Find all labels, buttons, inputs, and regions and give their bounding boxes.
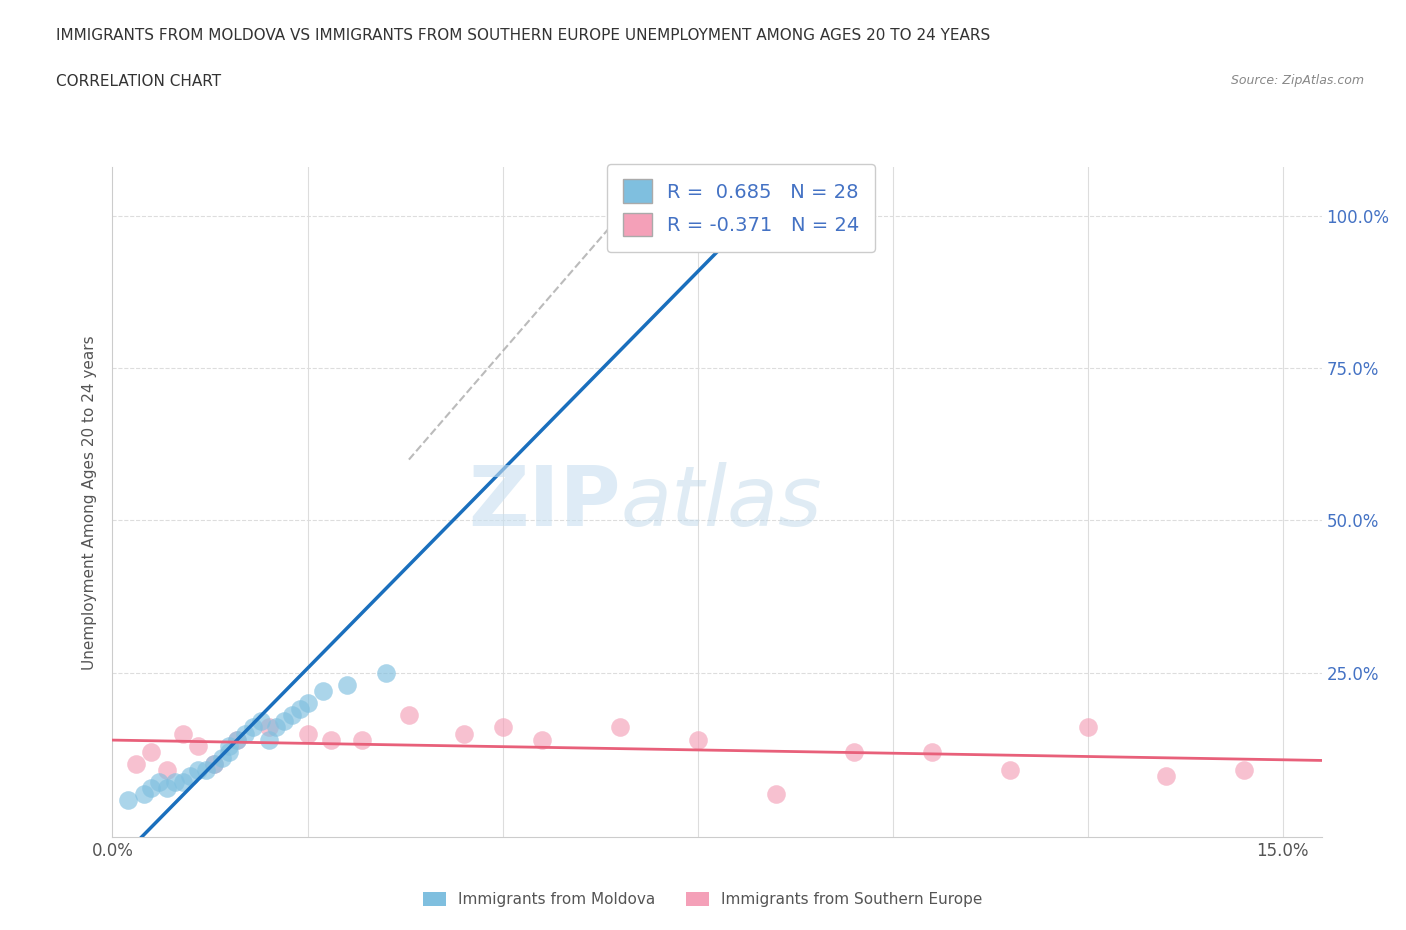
Point bbox=[257, 732, 280, 747]
Point bbox=[398, 708, 420, 723]
Point bbox=[609, 720, 631, 735]
Point bbox=[172, 775, 194, 790]
Point bbox=[132, 787, 155, 802]
Point bbox=[148, 775, 170, 790]
Point bbox=[141, 781, 163, 796]
Point bbox=[998, 763, 1021, 777]
Point bbox=[195, 763, 218, 777]
Point bbox=[335, 677, 357, 692]
Point bbox=[352, 732, 374, 747]
Point bbox=[1077, 720, 1099, 735]
Point bbox=[218, 738, 240, 753]
Point bbox=[921, 744, 943, 759]
Point bbox=[211, 751, 233, 765]
Point bbox=[530, 732, 553, 747]
Y-axis label: Unemployment Among Ages 20 to 24 years: Unemployment Among Ages 20 to 24 years bbox=[82, 335, 97, 670]
Point bbox=[163, 775, 186, 790]
Point bbox=[273, 714, 295, 729]
Point bbox=[1154, 769, 1177, 784]
Point bbox=[491, 720, 513, 735]
Point bbox=[374, 665, 396, 680]
Point bbox=[842, 744, 865, 759]
Point bbox=[686, 732, 709, 747]
Point bbox=[156, 763, 179, 777]
Point bbox=[242, 720, 264, 735]
Point bbox=[141, 744, 163, 759]
Point bbox=[179, 769, 201, 784]
Point bbox=[187, 763, 209, 777]
Point bbox=[249, 714, 271, 729]
Text: atlas: atlas bbox=[620, 461, 823, 543]
Point bbox=[156, 781, 179, 796]
Point bbox=[319, 732, 342, 747]
Point bbox=[281, 708, 304, 723]
Point bbox=[125, 756, 148, 771]
Text: CORRELATION CHART: CORRELATION CHART bbox=[56, 74, 221, 89]
Point bbox=[297, 726, 319, 741]
Point bbox=[218, 744, 240, 759]
Legend: Immigrants from Moldova, Immigrants from Southern Europe: Immigrants from Moldova, Immigrants from… bbox=[418, 885, 988, 913]
Legend: R =  0.685   N = 28, R = -0.371   N = 24: R = 0.685 N = 28, R = -0.371 N = 24 bbox=[607, 164, 876, 252]
Point bbox=[226, 732, 249, 747]
Point bbox=[453, 726, 475, 741]
Point bbox=[1233, 763, 1256, 777]
Point bbox=[202, 756, 225, 771]
Point bbox=[288, 702, 311, 717]
Point bbox=[117, 793, 139, 808]
Point bbox=[233, 726, 256, 741]
Point bbox=[266, 720, 288, 735]
Point bbox=[202, 756, 225, 771]
Point bbox=[609, 208, 631, 223]
Text: IMMIGRANTS FROM MOLDOVA VS IMMIGRANTS FROM SOUTHERN EUROPE UNEMPLOYMENT AMONG AG: IMMIGRANTS FROM MOLDOVA VS IMMIGRANTS FR… bbox=[56, 28, 990, 43]
Point bbox=[187, 738, 209, 753]
Text: Source: ZipAtlas.com: Source: ZipAtlas.com bbox=[1230, 74, 1364, 87]
Text: ZIP: ZIP bbox=[468, 461, 620, 543]
Point bbox=[297, 696, 319, 711]
Point bbox=[257, 720, 280, 735]
Point bbox=[226, 732, 249, 747]
Point bbox=[312, 684, 335, 698]
Point bbox=[172, 726, 194, 741]
Point bbox=[765, 787, 787, 802]
